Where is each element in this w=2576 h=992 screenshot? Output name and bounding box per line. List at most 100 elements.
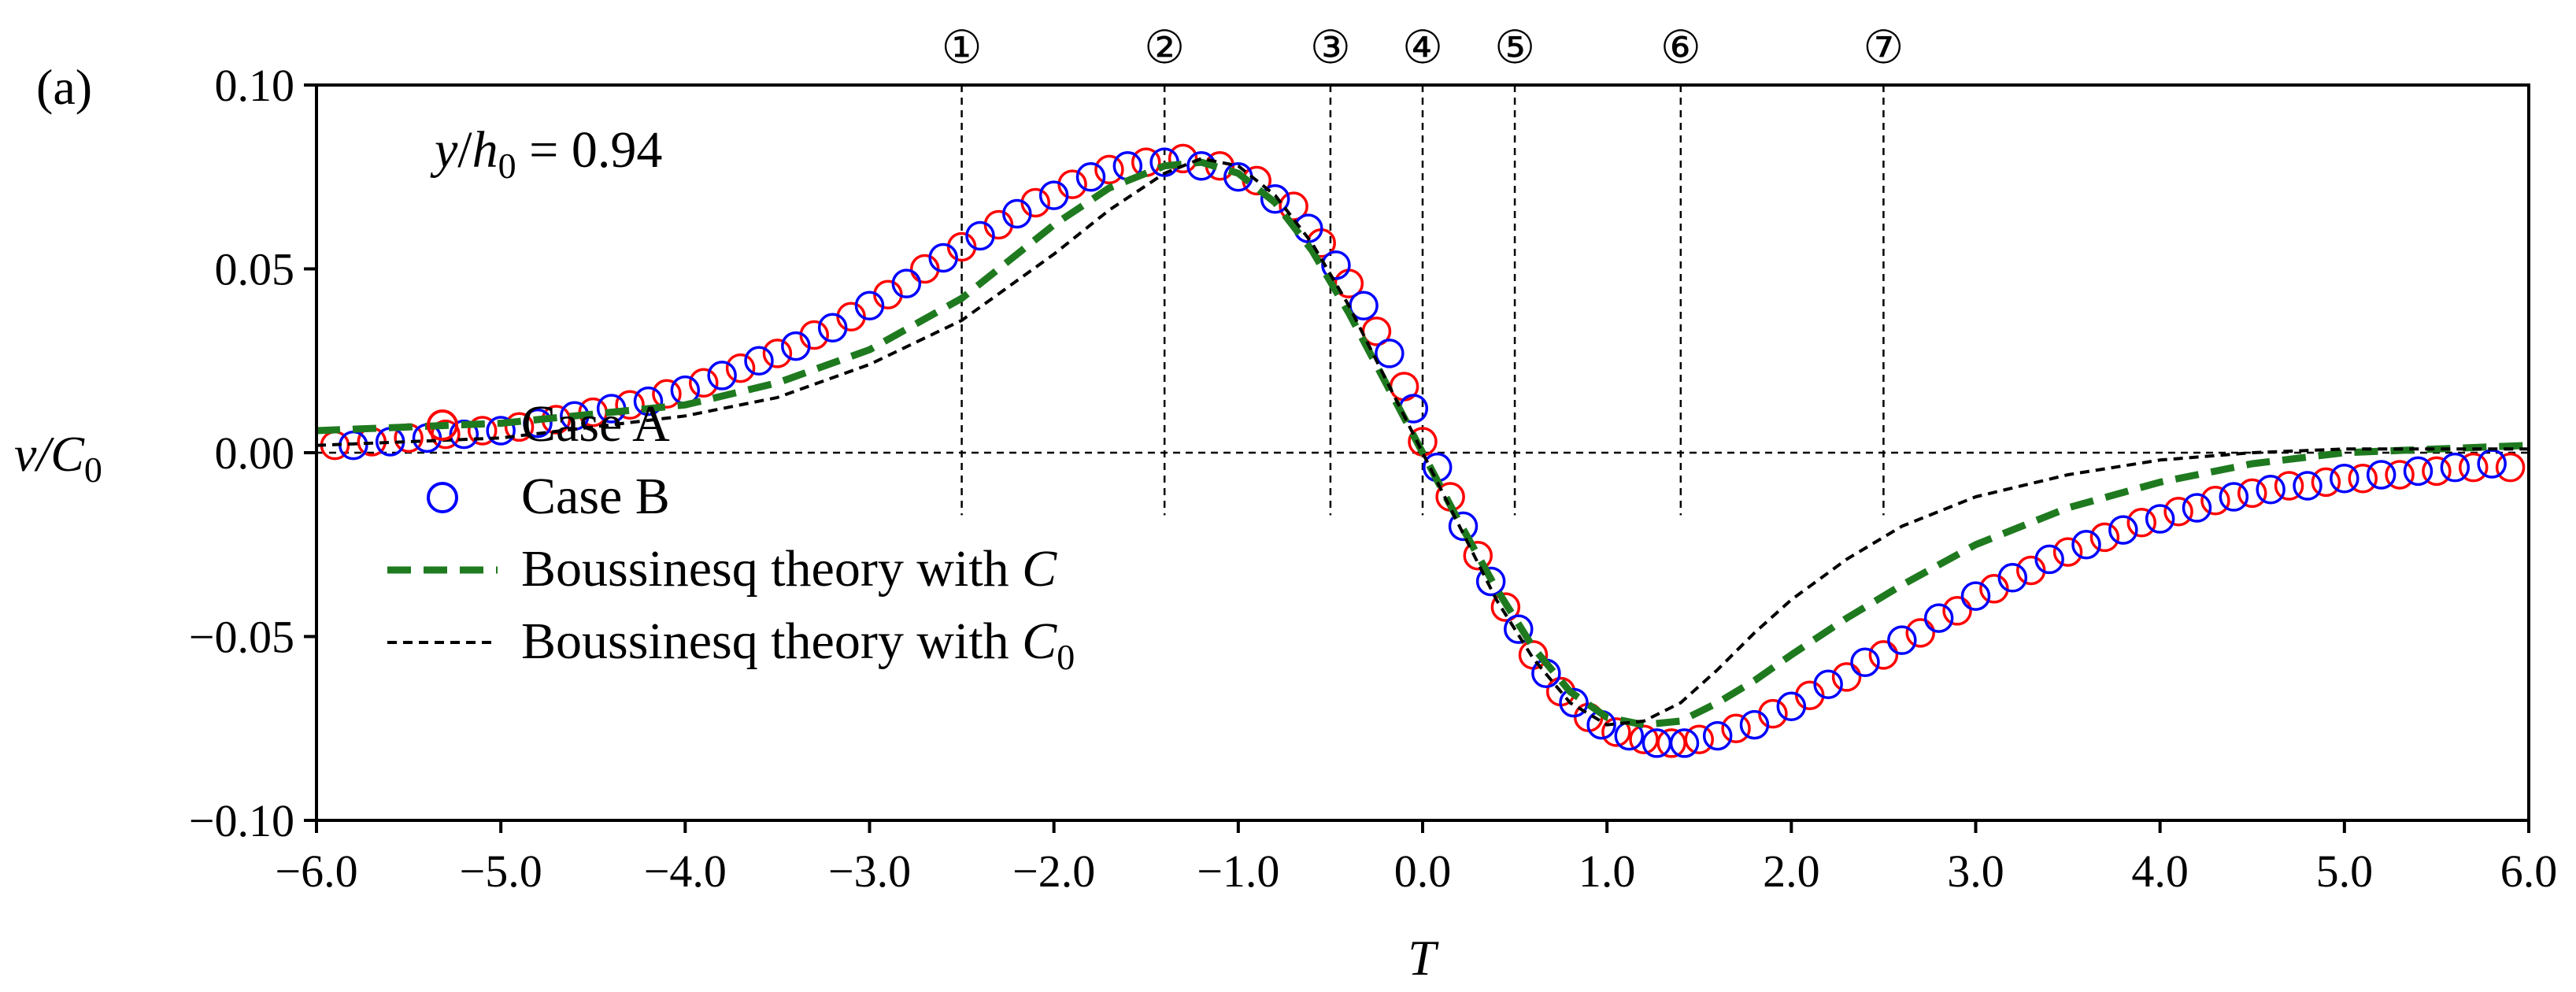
data-point-case-b <box>2256 474 2285 505</box>
x-tick-label: 5.0 <box>2316 846 2374 897</box>
data-point-case-b <box>1321 250 1351 280</box>
data-point-case-b <box>781 331 811 361</box>
series-layer <box>316 143 2530 758</box>
data-point-case-b <box>854 291 885 320</box>
data-point-case-b <box>2477 449 2507 479</box>
legend-label: Boussinesq theory with C <box>521 540 1057 598</box>
data-point-case-b <box>1739 709 1770 740</box>
data-point-case-b <box>2293 471 2322 501</box>
x-axis-title: T <box>1408 930 1439 986</box>
data-point-case-b <box>744 346 774 376</box>
x-tick-label: −3.0 <box>828 846 911 897</box>
event-marker-label: ④ <box>1402 22 1443 73</box>
data-point-case-a <box>2495 452 2526 483</box>
x-tick-label: 0.0 <box>1394 846 1452 897</box>
data-point-case-a <box>2385 460 2415 490</box>
data-point-case-a <box>2052 537 2083 567</box>
panel-label: (a) <box>36 59 92 115</box>
reference-lines <box>316 85 2529 516</box>
data-point-case-b <box>1997 563 2028 593</box>
data-point-case-a <box>1168 143 1198 174</box>
data-point-case-a <box>1942 596 1972 626</box>
data-point-case-a <box>1279 191 1308 221</box>
y-axis-title-sub: 0 <box>84 450 102 490</box>
data-point-case-b <box>1475 566 1506 597</box>
data-point-case-b <box>1260 184 1290 214</box>
data-point-case-b <box>486 416 516 446</box>
data-point-case-a <box>2459 452 2489 483</box>
data-point-case-a <box>2348 463 2378 494</box>
legend-label-var: C <box>1022 613 1057 670</box>
data-point-case-b <box>2440 452 2471 483</box>
data-point-case-b <box>2219 482 2249 512</box>
data-point-case-a <box>1684 724 1714 755</box>
event-marker-label: ⑤ <box>1494 22 1535 73</box>
event-marker-label: ⑥ <box>1660 22 1701 73</box>
data-point-case-b <box>523 408 553 439</box>
data-point-case-a <box>1094 154 1124 185</box>
data-point-case-a <box>2311 467 2341 498</box>
data-point-case-b <box>1850 647 1880 677</box>
data-point-case-b <box>1375 339 1405 368</box>
data-point-case-b <box>1448 511 1479 542</box>
data-point-case-b <box>2071 530 2101 560</box>
legend-label: Boussinesq theory with C0 <box>521 613 1075 677</box>
x-tick-label: −4.0 <box>644 846 727 897</box>
data-point-case-a <box>2126 507 2156 538</box>
annotation-h-var: h <box>472 121 498 179</box>
data-point-case-b <box>1923 603 1954 633</box>
data-point-case-b <box>2330 463 2359 494</box>
event-marker-label: ② <box>1144 22 1185 73</box>
legend-label-text: Boussinesq theory with <box>521 540 1022 598</box>
legend-label: Case B <box>521 468 670 525</box>
data-point-case-b <box>817 313 848 342</box>
data-point-case-b <box>1887 625 1917 655</box>
x-tick-label: −6.0 <box>275 846 357 897</box>
y-tick-label: 0.05 <box>215 244 295 295</box>
data-point-case-a <box>2089 522 2120 553</box>
data-point-case-b <box>1038 180 1069 210</box>
legend-label-sub: 0 <box>1057 637 1075 677</box>
data-point-case-b <box>2145 504 2175 534</box>
data-point-case-b <box>1002 198 1032 229</box>
event-marker-label: ① <box>942 22 983 73</box>
x-tick-label: 2.0 <box>1763 846 1820 897</box>
data-point-case-a <box>1463 541 1493 571</box>
y-tick-label: 0.10 <box>215 60 295 111</box>
legend-swatch-marker <box>427 482 458 513</box>
annotation-slash: / <box>457 121 472 179</box>
x-tick-label: −2.0 <box>1012 846 1095 897</box>
data-point-case-b <box>1776 691 1807 721</box>
legend-label-text: Boussinesq theory with <box>521 613 1022 670</box>
data-point-case-a <box>762 339 793 368</box>
data-point-case-a <box>1831 662 1862 692</box>
data-point-case-b <box>2182 493 2212 523</box>
data-point-case-b <box>1702 720 1733 751</box>
data-point-case-a <box>1601 717 1631 747</box>
data-point-case-b <box>449 419 479 450</box>
data-point-case-a <box>1721 713 1751 743</box>
x-tick-label: 6.0 <box>2500 846 2558 897</box>
event-marker-label: ③ <box>1310 22 1351 73</box>
y-tick-label: −0.10 <box>189 795 294 846</box>
data-point-case-b <box>891 268 922 298</box>
event-marker-label: ⑦ <box>1863 22 1904 73</box>
x-tick-label: −5.0 <box>460 846 542 897</box>
annotation-y-var: y <box>430 121 458 179</box>
x-tick-label: 3.0 <box>1947 846 2004 897</box>
data-point-case-a <box>1868 640 1899 670</box>
data-point-case-b <box>2366 460 2396 490</box>
data-point-case-a <box>2163 496 2193 527</box>
x-tick-label: −1.0 <box>1197 846 1279 897</box>
data-point-case-b <box>1504 614 1534 644</box>
data-point-case-a <box>725 353 756 383</box>
data-point-case-a <box>504 412 535 442</box>
data-point-case-b <box>707 361 737 391</box>
data-point-case-b <box>2403 456 2434 487</box>
data-point-case-a <box>2274 471 2304 501</box>
x-tick-label: 4.0 <box>2131 846 2189 897</box>
y-axis-title-main: v/C <box>14 426 85 482</box>
data-point-case-b <box>928 242 958 273</box>
